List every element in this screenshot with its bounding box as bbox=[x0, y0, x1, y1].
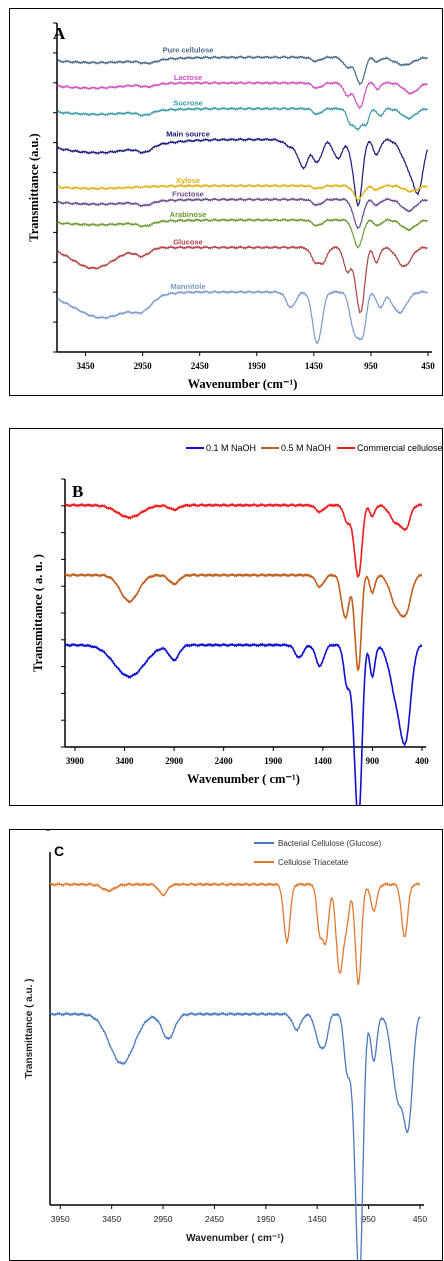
x-tick-label: 3950 bbox=[51, 1214, 70, 1224]
series-line-0-1-m-naoh bbox=[64, 642, 423, 805]
x-tick-label: 400 bbox=[415, 756, 429, 766]
panel-label-a: A bbox=[53, 24, 66, 43]
x-axis-title: Wavenumber ( cm⁻¹) bbox=[186, 1233, 284, 1244]
series-line-pure-cellulose bbox=[56, 54, 428, 86]
x-tick-label: 2400 bbox=[215, 756, 234, 766]
x-axis-title: Wavenumber ( cm⁻¹) bbox=[187, 772, 300, 786]
x-tick-label: 950 bbox=[362, 1214, 376, 1224]
x-tick-label: 1450 bbox=[308, 1214, 327, 1224]
x-tick-label: 1950 bbox=[256, 1214, 275, 1224]
panel-b: 3900 3400 2900 2400 1900 1400 900 400 Wavenumber… bbox=[9, 428, 443, 806]
series-line-fructose bbox=[56, 197, 428, 230]
x-tick-label: 2950 bbox=[134, 361, 153, 371]
series-label: Main source bbox=[166, 130, 210, 139]
series-line-xylose bbox=[56, 183, 428, 202]
x-tick-label: 1400 bbox=[314, 756, 333, 766]
x-tick-label: 450 bbox=[421, 361, 435, 371]
x-tick-label: 1950 bbox=[248, 361, 267, 371]
series-line-arabinose bbox=[56, 217, 428, 249]
chart-b: 3900 3400 2900 2400 1900 1400 900 400 Wavenumber… bbox=[31, 443, 442, 805]
legend-label: Commercial cellulose bbox=[357, 443, 442, 453]
x-tick-label: 2900 bbox=[165, 756, 184, 766]
chart-c: 3950 3450 2950 2450 1950 1450 950 450 Wavenumber… bbox=[24, 830, 427, 1260]
y-axis-title: Transmittance ( a. u. ) bbox=[31, 554, 45, 672]
series-line-sucrose bbox=[56, 106, 428, 132]
series-label: Xylose bbox=[176, 176, 200, 185]
panel-a: 3450 2950 2450 1950 1450 950 450 Wavenumber (cm… bbox=[9, 8, 443, 396]
x-tick-label: 450 bbox=[413, 1214, 427, 1224]
x-axis-title: Wavenumber (cm⁻¹) bbox=[188, 377, 298, 391]
legend-label: 0.5 M NaOH bbox=[281, 443, 331, 453]
x-tick-label: 900 bbox=[366, 756, 380, 766]
y-axis-title: Transmittance (a.u.) bbox=[27, 133, 41, 241]
panel-label-b: B bbox=[72, 482, 83, 501]
series-line-bacterial-cellulose-glucose- bbox=[49, 1011, 421, 1260]
series-line-main-source bbox=[56, 137, 429, 207]
series-label: Arabinose bbox=[170, 210, 207, 219]
x-tick-label: 3900 bbox=[66, 756, 85, 766]
series-line-0-5-m-naoh bbox=[64, 572, 423, 671]
chart-a: 3450 2950 2450 1950 1450 950 450 Wavenumber (cm… bbox=[27, 22, 435, 391]
x-tick-label: 3450 bbox=[77, 361, 96, 371]
x-tick-label: 1900 bbox=[264, 756, 283, 766]
panel-label-c: C bbox=[54, 843, 64, 859]
series-label: Fructose bbox=[172, 189, 204, 198]
series-line-mannitole bbox=[56, 289, 428, 345]
legend-label: Bacterial Cellulose (Glucose) bbox=[278, 839, 381, 848]
x-tick-label: 950 bbox=[364, 361, 378, 371]
legend-label: 0.1 M NaOH bbox=[206, 443, 256, 453]
series-label: Lactose bbox=[174, 73, 202, 82]
series-label: Sucrose bbox=[173, 99, 203, 108]
legend-label: Cellulose Triacetate bbox=[278, 858, 349, 867]
x-tick-label: 1450 bbox=[305, 361, 324, 371]
x-tick-label: 2950 bbox=[154, 1214, 173, 1224]
x-tick-label: 3450 bbox=[102, 1214, 121, 1224]
series-label: Mannitole bbox=[171, 282, 206, 291]
panel-c: 3950 3450 2950 2450 1950 1450 950 450 Wavenumber… bbox=[9, 829, 443, 1261]
x-tick-label: 3400 bbox=[116, 756, 135, 766]
y-axis-title: Transmittance ( a.u. ) bbox=[24, 978, 35, 1078]
series-label: Pure cellulose bbox=[163, 45, 214, 54]
x-tick-label: 2450 bbox=[205, 1214, 224, 1224]
series-line-lactose bbox=[56, 80, 428, 110]
series-line-commercial-cellulose bbox=[64, 502, 423, 579]
series-line-cellulose-triacetate bbox=[49, 881, 421, 985]
series-line-glucose bbox=[56, 245, 428, 314]
series-label: Glucose bbox=[173, 237, 203, 246]
x-tick-label: 2450 bbox=[191, 361, 210, 371]
